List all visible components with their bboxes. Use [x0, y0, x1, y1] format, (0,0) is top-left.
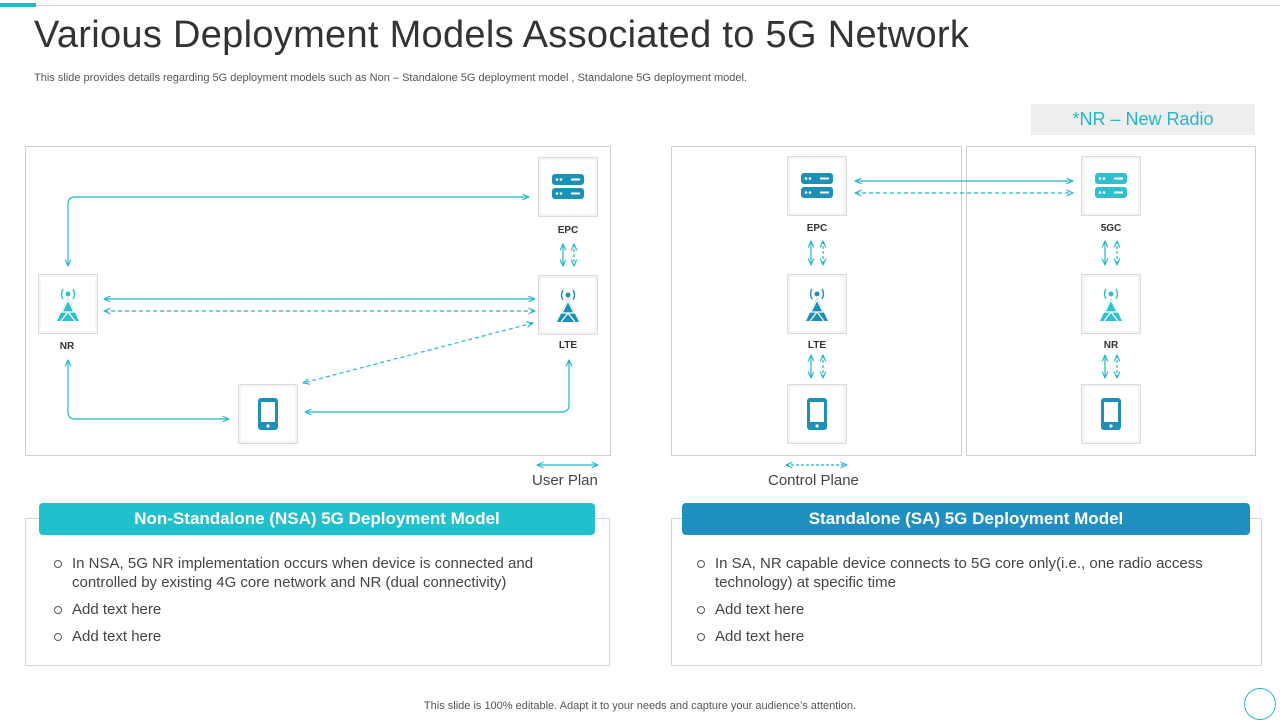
- sa-5gc-label: 5GC: [1100, 223, 1122, 234]
- server-icon: [1095, 173, 1127, 198]
- server-icon: [552, 174, 584, 199]
- nsa-lte-node: [538, 275, 598, 335]
- sa-card: [671, 518, 1262, 666]
- nsa-bullet-list: In NSA, 5G NR implementation occurs when…: [54, 554, 574, 654]
- sa-epc-label: EPC: [806, 223, 828, 234]
- cell-tower-icon: [1100, 288, 1122, 322]
- smartphone-icon: [258, 398, 278, 430]
- sa-nr-label: NR: [1103, 340, 1119, 351]
- smartphone-icon: [1101, 398, 1121, 430]
- cell-tower-icon: [806, 288, 828, 322]
- nsa-epc-node: [538, 157, 598, 217]
- user-plane-legend-label: User Plan: [532, 472, 598, 489]
- nsa-nr-device-link: [68, 360, 229, 419]
- nsa-lte-label: LTE: [558, 340, 578, 351]
- corner-decoration: [1244, 688, 1276, 720]
- page-title: Various Deployment Models Associated to …: [34, 14, 970, 56]
- nsa-nr-node: [38, 274, 98, 334]
- page-subtitle: This slide provides details regarding 5G…: [34, 72, 747, 84]
- top-rule: [0, 5, 1280, 6]
- nsa-card: [25, 518, 610, 666]
- sa-left-device-node: [787, 384, 847, 444]
- list-item: Add text here: [54, 600, 574, 619]
- smartphone-icon: [807, 398, 827, 430]
- control-plane-legend-label: Control Plane: [768, 472, 859, 489]
- sa-lte-node: [787, 274, 847, 334]
- nsa-nr-label: NR: [59, 341, 75, 352]
- list-item: In NSA, 5G NR implementation occurs when…: [54, 554, 574, 592]
- list-item: Add text here: [697, 600, 1242, 619]
- sa-right-device-node: [1081, 384, 1141, 444]
- sa-card-heading: Standalone (SA) 5G Deployment Model: [682, 503, 1250, 535]
- sa-lte-label: LTE: [807, 340, 827, 351]
- top-accent-bar: [0, 3, 36, 7]
- footer-note: This slide is 100% editable. Adapt it to…: [423, 700, 857, 712]
- sa-5gc-node: [1081, 156, 1141, 216]
- list-item: Add text here: [54, 627, 574, 646]
- sa-epc-node: [787, 156, 847, 216]
- nsa-lte-device-control-link: [303, 323, 533, 383]
- sa-nr-node: [1081, 274, 1141, 334]
- nsa-card-heading: Non-Standalone (NSA) 5G Deployment Model: [39, 503, 595, 535]
- nsa-nr-epc-link: [68, 197, 529, 266]
- list-item: In SA, NR capable device connects to 5G …: [697, 554, 1242, 592]
- nsa-lte-device-link: [305, 360, 569, 412]
- nsa-device-node: [238, 384, 298, 444]
- list-item: Add text here: [697, 627, 1242, 646]
- nsa-epc-label: EPC: [557, 225, 579, 236]
- sa-bullet-list: In SA, NR capable device connects to 5G …: [697, 554, 1242, 654]
- nr-legend-box: *NR – New Radio: [1031, 104, 1255, 135]
- server-icon: [801, 173, 833, 198]
- cell-tower-icon: [57, 288, 79, 322]
- cell-tower-icon: [557, 289, 579, 323]
